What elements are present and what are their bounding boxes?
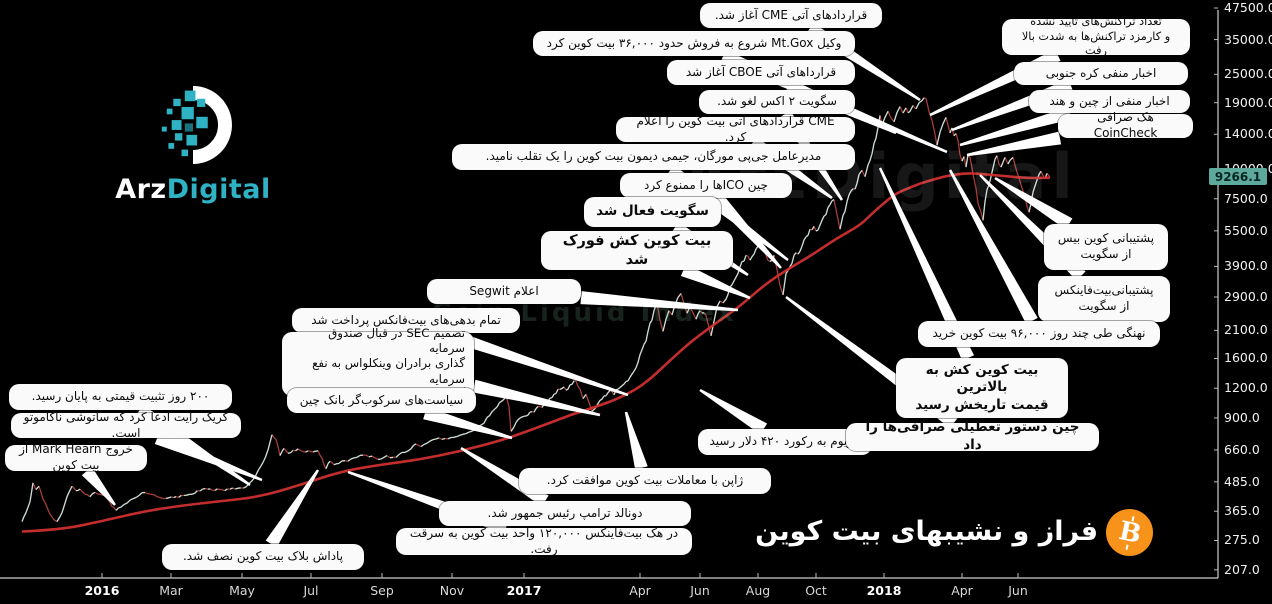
x-axis-label: Jul [303, 583, 319, 598]
annotation-callout-china-bank-crackdown: سیاست‌های سرکوب‌گر بانک چین [287, 388, 476, 413]
y-axis-label: 47500.0 [1224, 0, 1272, 15]
annotation-callout-cme-futures-started: قراردادهای آتی CME آغاز شد. [700, 3, 882, 28]
annotation-callout-unconfirmed-tx-fees: تعداد تراکنش‌های تایید نشده و کارمزد ترا… [1002, 15, 1190, 57]
x-axis-label: 2017 [506, 583, 542, 598]
annotation-callout-china-closed-exchanges: چین دستور تعطیلی صرافی‌ها را داد [846, 419, 1099, 453]
annotation-callout-segwit-announced: اعلام Segwit [427, 279, 581, 304]
x-axis-label: May [229, 583, 255, 598]
annotation-callout-whale-bought-96k: نهنگی طی چند روز ۹۶,۰۰۰ بیت کوین خرید [918, 321, 1160, 347]
y-axis-label: 19000.0 [1224, 94, 1272, 110]
x-axis-label: Aug [745, 583, 771, 598]
annotation-callout-cme-announced-futures: CME قراردادهای آتی بیت کوین را اعلام کرد… [616, 114, 855, 144]
y-axis-label: 7500.0 [1224, 190, 1268, 206]
annotation-callout-trump-elected: دونالد ترامپ رئیس جمهور شد. [439, 501, 691, 526]
x-axis-label: Oct [805, 583, 827, 598]
annotation-callout-segwit-activated: سگویت فعال شد [584, 197, 721, 227]
annotation-callout-consolidation-200d-end: ۲۰۰ روز تثبیت قیمتی به پایان رسید. [9, 384, 232, 410]
x-axis-label: 2016 [84, 583, 120, 598]
y-axis-label: 207.0 [1224, 561, 1260, 577]
y-axis-label: 14000.0 [1224, 126, 1272, 142]
annotation-callout-bitcoin-cash-forked: بیت کوین کش فورک شد [541, 231, 733, 270]
annotation-callout-coinbase-segwit-support: پشتیبانی کوین بیس از سگویت [1044, 224, 1168, 270]
annotation-callout-bitfinex-segwit-support: پشتیبانی‌بیت‌فاینکس از سگویت [1038, 276, 1170, 322]
annotation-callout-mtgox-lawyer-selling: وکیل Mt.Gox شروع به فروش حدود ۳۶,۰۰۰ بیت… [533, 31, 855, 56]
arzdigital-logo-text: ArzDigital [115, 174, 271, 205]
poster-title: فراز و نشیبهای بیت کوین [755, 516, 1098, 547]
annotation-callout-bitfinex-debts-paid: تمام بدهی‌های بیت‌فانکس پرداخت شد [292, 308, 520, 333]
y-axis-label: 1200.0 [1224, 380, 1268, 396]
annotation-callout-south-korea-news: اخبار منفی کره جنوبی [1014, 62, 1188, 85]
annotation-callout-block-reward-halved: پاداش بلاک بیت کوین نصف شد. [162, 544, 364, 570]
annotation-callout-sec-winklevoss-decision: تصمیم SEC در قبال صندوق سرمایه گذاری برا… [282, 326, 474, 401]
x-axis-label: Nov [439, 583, 465, 598]
y-axis-label: 2100.0 [1224, 322, 1268, 338]
y-axis-label: 25000.0 [1224, 66, 1272, 82]
annotation-callout-china-ico-ban: چین ICOها را ممنوع کرد [620, 173, 792, 198]
arzdigital-logo: ArzDigital [98, 84, 288, 205]
y-axis-label: 365.0 [1224, 503, 1260, 519]
annotation-callout-mark-hearn-exit: خروج Mark Hearn از بیت کوین [5, 442, 147, 472]
y-axis-label: 1600.0 [1224, 350, 1268, 366]
bitcoin-icon: B [1106, 509, 1153, 556]
annotation-callout-cboe-futures-started: قرارداهای آتی CBOE آغاز شد [667, 60, 855, 85]
y-axis-label: 275.0 [1224, 532, 1260, 548]
x-axis-label: 2018 [866, 583, 902, 598]
annotation-callout-china-india-news: اخبار منفی از چین و هند [1029, 90, 1190, 113]
y-axis-label: 900.0 [1224, 409, 1260, 425]
annotation-callout-bch-all-time-high: بیت کوین کش به بالاترین قیمت تاریخش رسید [896, 358, 1068, 418]
annotation-callout-jpmorgan-dimon-fraud: مدیرعامل جی‌پی مورگان، جیمی دیمون بیت کو… [452, 144, 855, 170]
x-axis-label: Sep [370, 583, 394, 598]
x-axis-label: Mar [159, 583, 183, 598]
arzdigital-logo-icon [152, 84, 232, 166]
current-price-tag: 9266.1 [1209, 168, 1267, 185]
x-axis-label: Apr [951, 583, 973, 598]
annotation-callout-japan-approved-btc: ژاپن با معاملات بیت کوین موافقت کرد. [519, 468, 771, 494]
y-axis-label: 35000.0 [1224, 31, 1272, 47]
annotation-callout-coincheck-hack: هک صرافی CoinCheck [1058, 110, 1193, 140]
y-axis-label: 2900.0 [1224, 289, 1268, 304]
x-axis-label: Jun [1008, 583, 1028, 598]
y-axis-label: 3900.0 [1224, 258, 1268, 274]
annotation-callout-segwit2x-cancelled: سگویت ۲ اکس لغو شد. [699, 90, 855, 114]
y-axis-label: 660.0 [1224, 442, 1260, 457]
annotation-callout-bitfinex-hack-120k: در هک بیت‌فاینکس ۱۲۰,۰۰۰ واحد بیت کوین ب… [396, 526, 692, 556]
x-axis-label: Apr [629, 583, 651, 598]
y-axis-label: 485.0 [1224, 473, 1260, 489]
x-axis-label: Jun [690, 583, 710, 598]
annotation-callout-craig-wright-claim: کریگ رایت ادعا کرد که ساتوشی ناکاموتو اس… [11, 410, 241, 440]
y-axis-label: 5500.0 [1224, 222, 1268, 238]
